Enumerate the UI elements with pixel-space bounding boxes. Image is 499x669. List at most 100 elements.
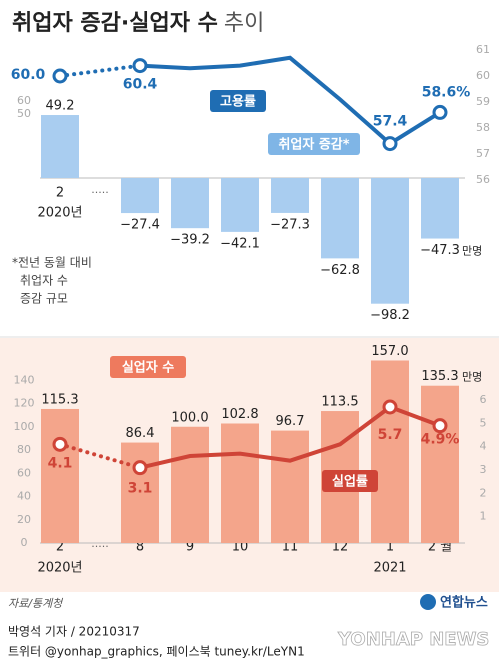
line-value-label: 57.4	[373, 114, 408, 130]
bar-value-label: 100.0	[171, 410, 208, 425]
y-tick-label: 140	[14, 373, 35, 386]
x-tick-label: 11	[282, 540, 299, 555]
line-dotted	[58, 442, 142, 470]
y-tick-label: 60	[17, 466, 31, 479]
line-marker	[432, 104, 448, 120]
bar-value-label: −27.4	[120, 218, 160, 233]
bar-value-label: −27.3	[270, 217, 310, 232]
bar-value-label: 113.5	[321, 395, 358, 410]
x-year-label: 2020년	[37, 206, 82, 221]
line-value-label: 3.1	[128, 481, 153, 497]
x-tick-label: 2 월	[428, 540, 452, 555]
line-value-label: 58.6%	[422, 84, 471, 100]
x-tick-label: 8	[136, 540, 144, 555]
title: 취업자 증감·실업자 수 추이	[12, 11, 264, 36]
line-marker	[382, 399, 398, 415]
x-tick-label: 12	[332, 540, 349, 555]
bar	[421, 385, 459, 543]
legend-box	[110, 356, 186, 378]
x-year-label: 2020년	[37, 561, 82, 576]
bar	[371, 178, 409, 304]
x-tick-label: 1	[386, 540, 394, 555]
y-tick-label: 50	[17, 107, 31, 120]
unit-label: 만명	[462, 371, 482, 384]
x-gap-label: ·····	[91, 540, 108, 553]
legend-box	[268, 133, 360, 155]
legend-label: 취업자 증감*	[278, 137, 349, 153]
y2-tick-label: 1	[480, 510, 487, 523]
bar	[221, 178, 259, 232]
bar	[421, 178, 459, 239]
social: 트위터 @yonhap_graphics, 페이스북 tuney.kr/LeYN…	[8, 645, 305, 659]
line	[138, 55, 442, 147]
bar-value-label: −47.3	[420, 243, 460, 258]
title-suffix: 추이	[224, 11, 264, 36]
bar-value-label: 115.3	[41, 392, 78, 407]
bar-value-label: 102.8	[221, 407, 258, 422]
legend-label: 실업률	[332, 474, 368, 490]
line-marker	[52, 68, 68, 84]
y-tick-label: 20	[17, 513, 31, 526]
y2-tick-label: 4	[480, 440, 487, 453]
y2-tick-label: 56	[476, 173, 490, 186]
y2-tick-label: 5	[480, 416, 487, 429]
line-value-label: 4.9%	[421, 432, 460, 448]
y2-tick-label: 60	[476, 69, 490, 82]
x-year-label: 2021	[373, 561, 406, 576]
bar	[271, 178, 309, 213]
line-value-label: 60.0	[11, 67, 46, 83]
x-tick-label: 9	[186, 540, 194, 555]
y2-tick-label: 2	[480, 486, 487, 499]
y2-tick-label: 6	[480, 393, 487, 406]
line-marker	[432, 418, 448, 434]
logo-icon	[420, 594, 436, 610]
legend-box	[210, 90, 266, 112]
bar	[121, 442, 159, 543]
line-marker	[382, 136, 398, 152]
legend-label: 실업자 수	[122, 360, 174, 376]
y-tick-label: 0	[21, 536, 28, 549]
bar	[271, 430, 309, 543]
y2-tick-label: 57	[476, 147, 490, 160]
x-tick-label: 2	[56, 186, 64, 201]
x-tick-label: 2	[56, 540, 64, 555]
line-value-label: 5.7	[378, 427, 403, 443]
bar-value-label: 135.3	[421, 369, 458, 384]
x-tick-label: 10	[232, 540, 249, 555]
bar	[371, 360, 409, 543]
bar	[121, 178, 159, 214]
y-tick-label: 80	[17, 443, 31, 456]
bar	[41, 115, 79, 178]
y2-tick-label: 61	[476, 43, 490, 56]
bar-value-label: 86.4	[126, 426, 155, 441]
legend-box	[322, 470, 378, 492]
bar-value-label: −39.2	[170, 233, 210, 248]
note: 증감 규모	[20, 292, 68, 306]
bar-value-label: 157.0	[371, 344, 408, 359]
logo: 연합뉴스	[440, 595, 488, 611]
y-tick-label: 40	[17, 490, 31, 503]
line-value-label: 60.4	[123, 77, 158, 93]
bar-value-label: 96.7	[276, 414, 305, 429]
line-marker	[132, 460, 148, 476]
y2-tick-label: 59	[476, 95, 490, 108]
y-tick-label: 100	[14, 420, 35, 433]
bar	[171, 178, 209, 229]
y-tick-label: 60	[17, 94, 31, 107]
line-dotted	[58, 63, 142, 78]
source: 자료/통계청	[8, 597, 64, 610]
byline: 박영석 기자 / 20210317	[8, 625, 140, 639]
bar	[321, 178, 359, 259]
y-tick-label: 120	[14, 397, 35, 410]
bar-value-label: −62.8	[320, 263, 360, 278]
bar	[41, 408, 79, 543]
line-value-label: 4.1	[48, 455, 73, 471]
watermark: YONHAP NEWS	[337, 629, 489, 650]
y2-tick-label: 3	[480, 463, 487, 476]
x-gap-label: ·····	[91, 186, 108, 199]
line-marker	[132, 58, 148, 74]
bar	[221, 423, 259, 543]
note: *전년 동월 대비	[12, 256, 92, 270]
note: 취업자 수	[20, 274, 68, 288]
